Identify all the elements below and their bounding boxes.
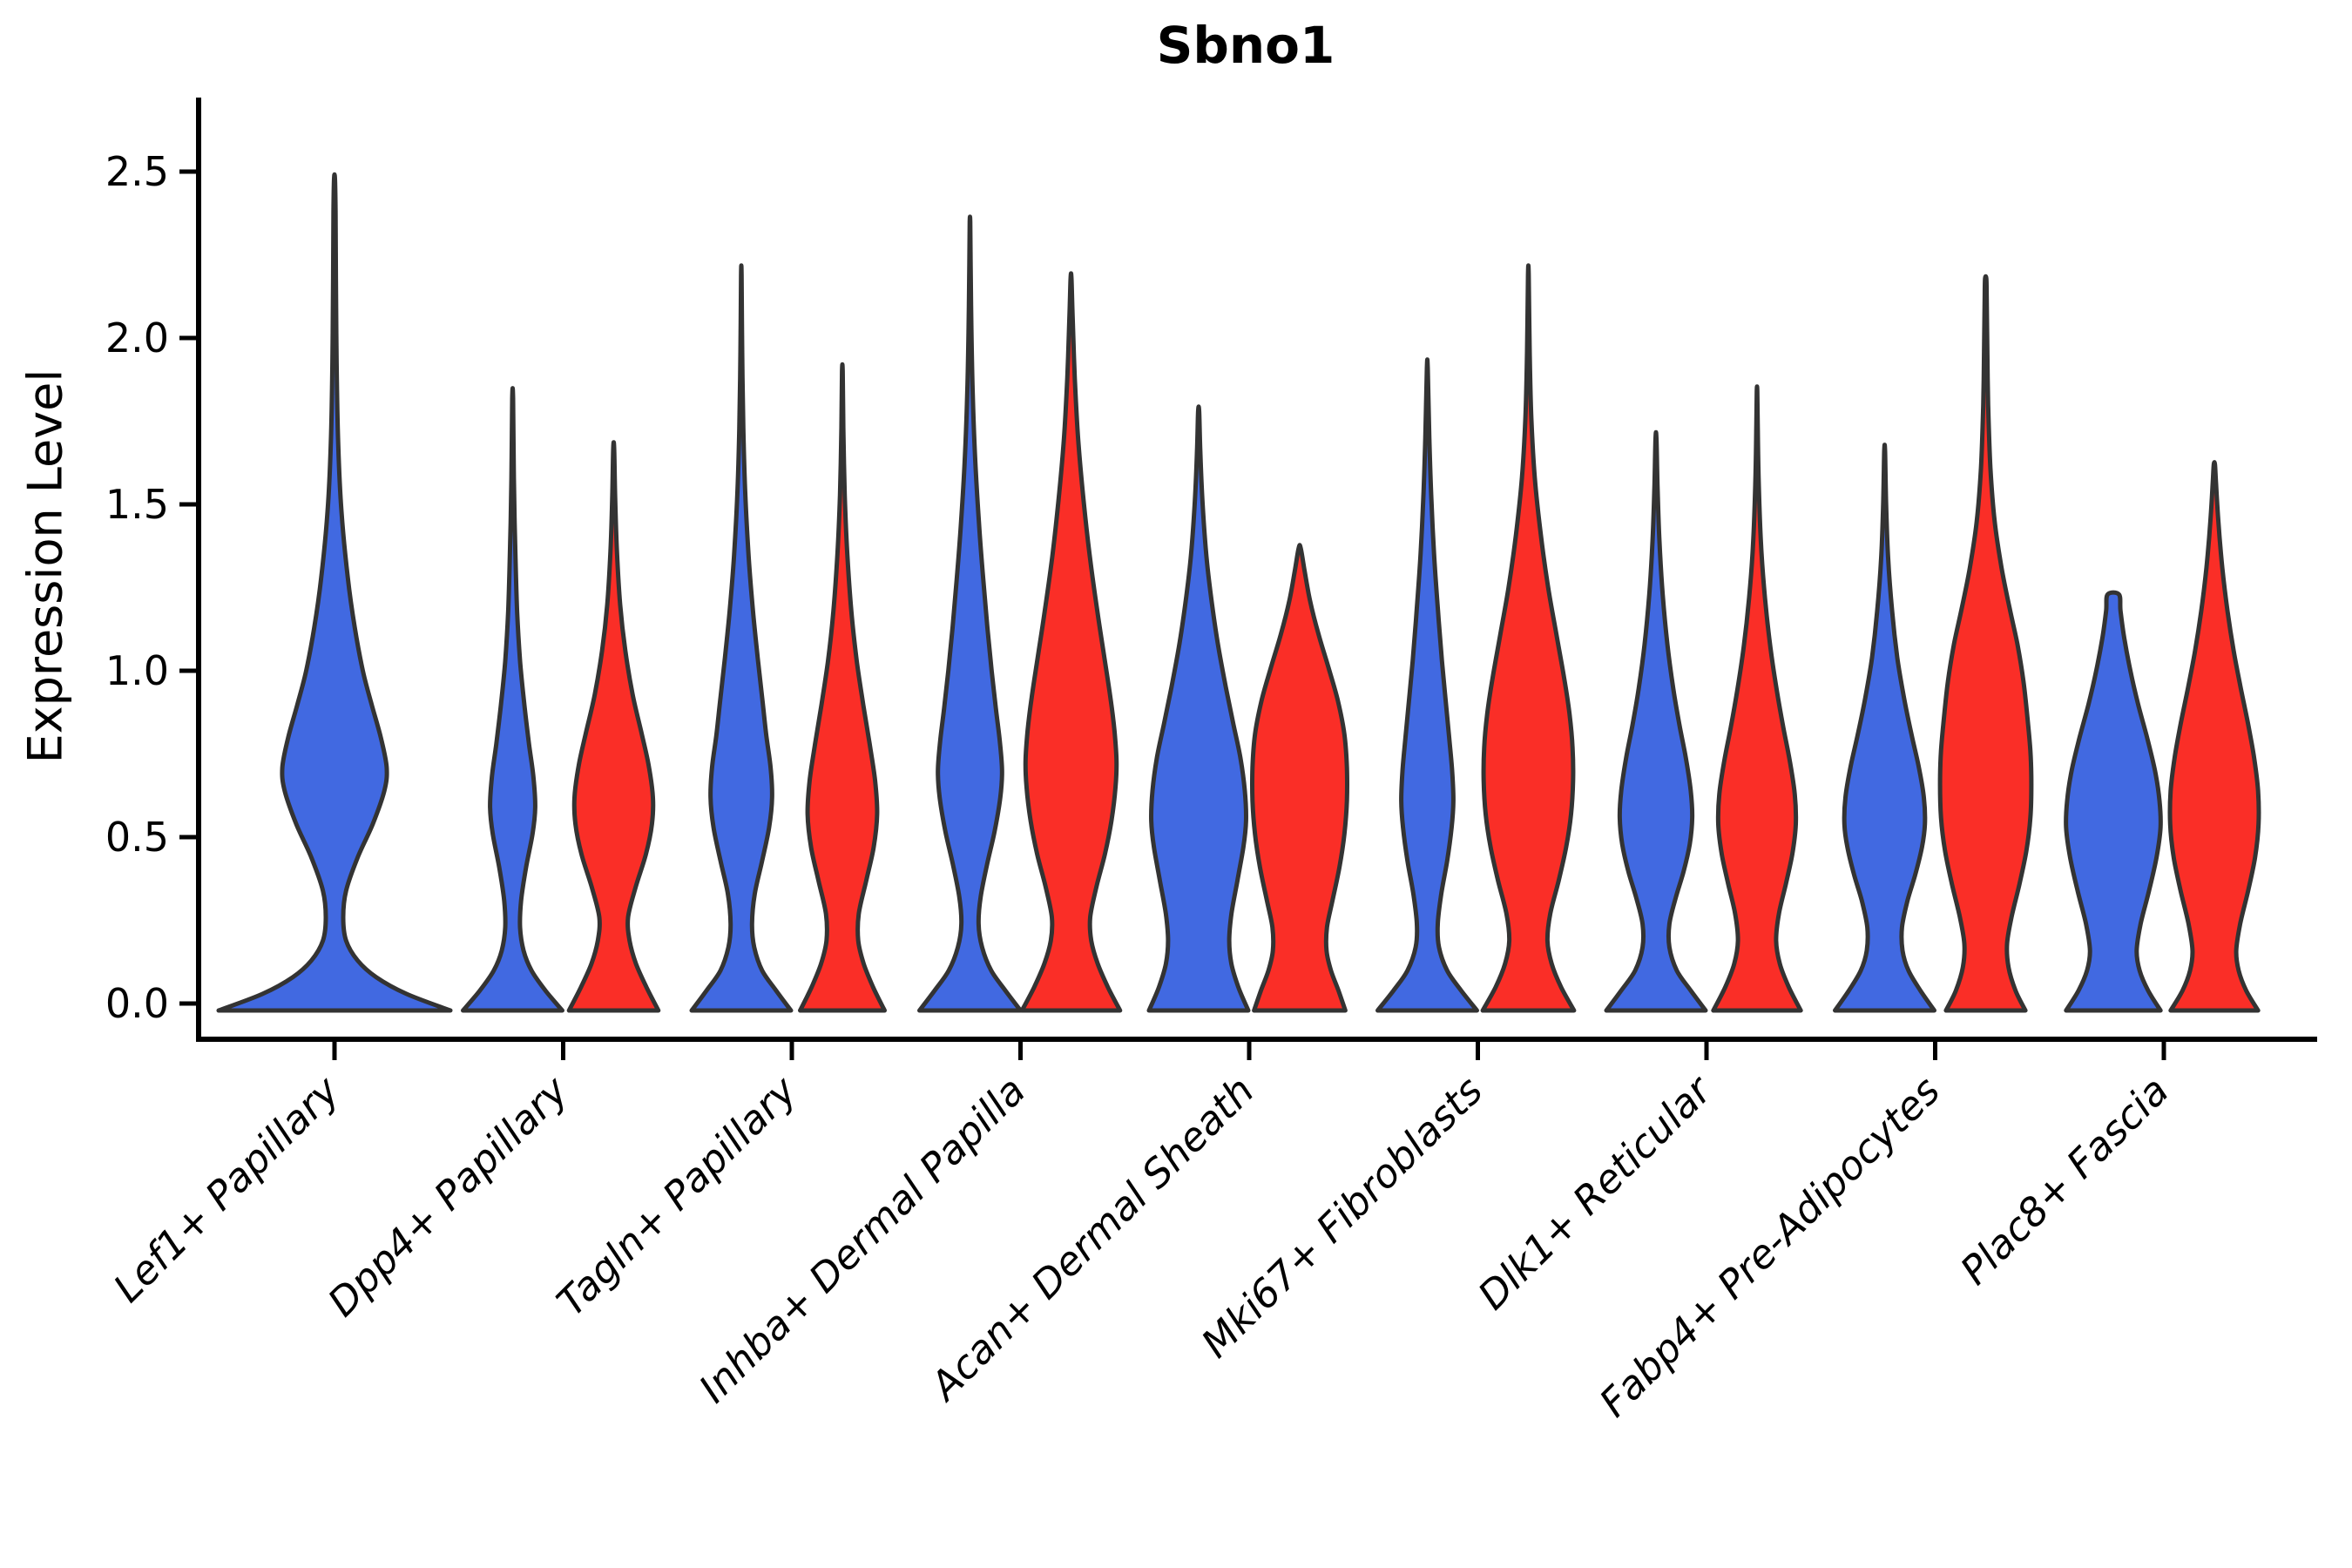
violin-inhba-red	[1019, 271, 1123, 1013]
x-category-label: Tagln+ Papillary	[548, 1066, 807, 1325]
violin-plac8-blue	[2064, 590, 2163, 1013]
violin-fabp4-blue	[1833, 443, 1936, 1013]
violin-tagln-blue	[689, 263, 794, 1013]
violin-lef1-blue	[216, 172, 453, 1013]
violin-dpp4-red	[566, 440, 661, 1013]
violin-dlk1-blue	[1604, 429, 1708, 1013]
violin-acan-blue	[1146, 404, 1251, 1013]
violin-acan-red	[1250, 543, 1349, 1013]
chart-title: Sbno1	[1156, 16, 1335, 75]
x-category-label: Lef1+ Papillary	[105, 1066, 349, 1311]
violin-tagln-red	[798, 362, 887, 1013]
x-category-label: Dlk1+ Reticular	[1469, 1066, 1721, 1319]
y-tick-label: 1.5	[105, 481, 169, 528]
y-tick-label: 2.0	[105, 314, 169, 362]
violin-fabp4-red	[1937, 274, 2034, 1013]
y-tick-label: 0.5	[105, 814, 169, 861]
violin-dlk1-red	[1711, 384, 1803, 1013]
y-tick-label: 0.0	[105, 980, 169, 1027]
violin-plac8-red	[2167, 460, 2261, 1013]
violin-mki67-blue	[1375, 357, 1479, 1013]
violin-mki67-red	[1480, 263, 1577, 1013]
y-tick-label: 1.0	[105, 647, 169, 694]
y-tick-label: 2.5	[105, 148, 169, 195]
x-category-label: Dpp4+ Papillary	[319, 1066, 578, 1325]
violin-dpp4-blue	[461, 386, 564, 1013]
x-category-label: Plac8+ Fascia	[1951, 1067, 2178, 1294]
violin-inhba-blue	[917, 214, 1023, 1013]
